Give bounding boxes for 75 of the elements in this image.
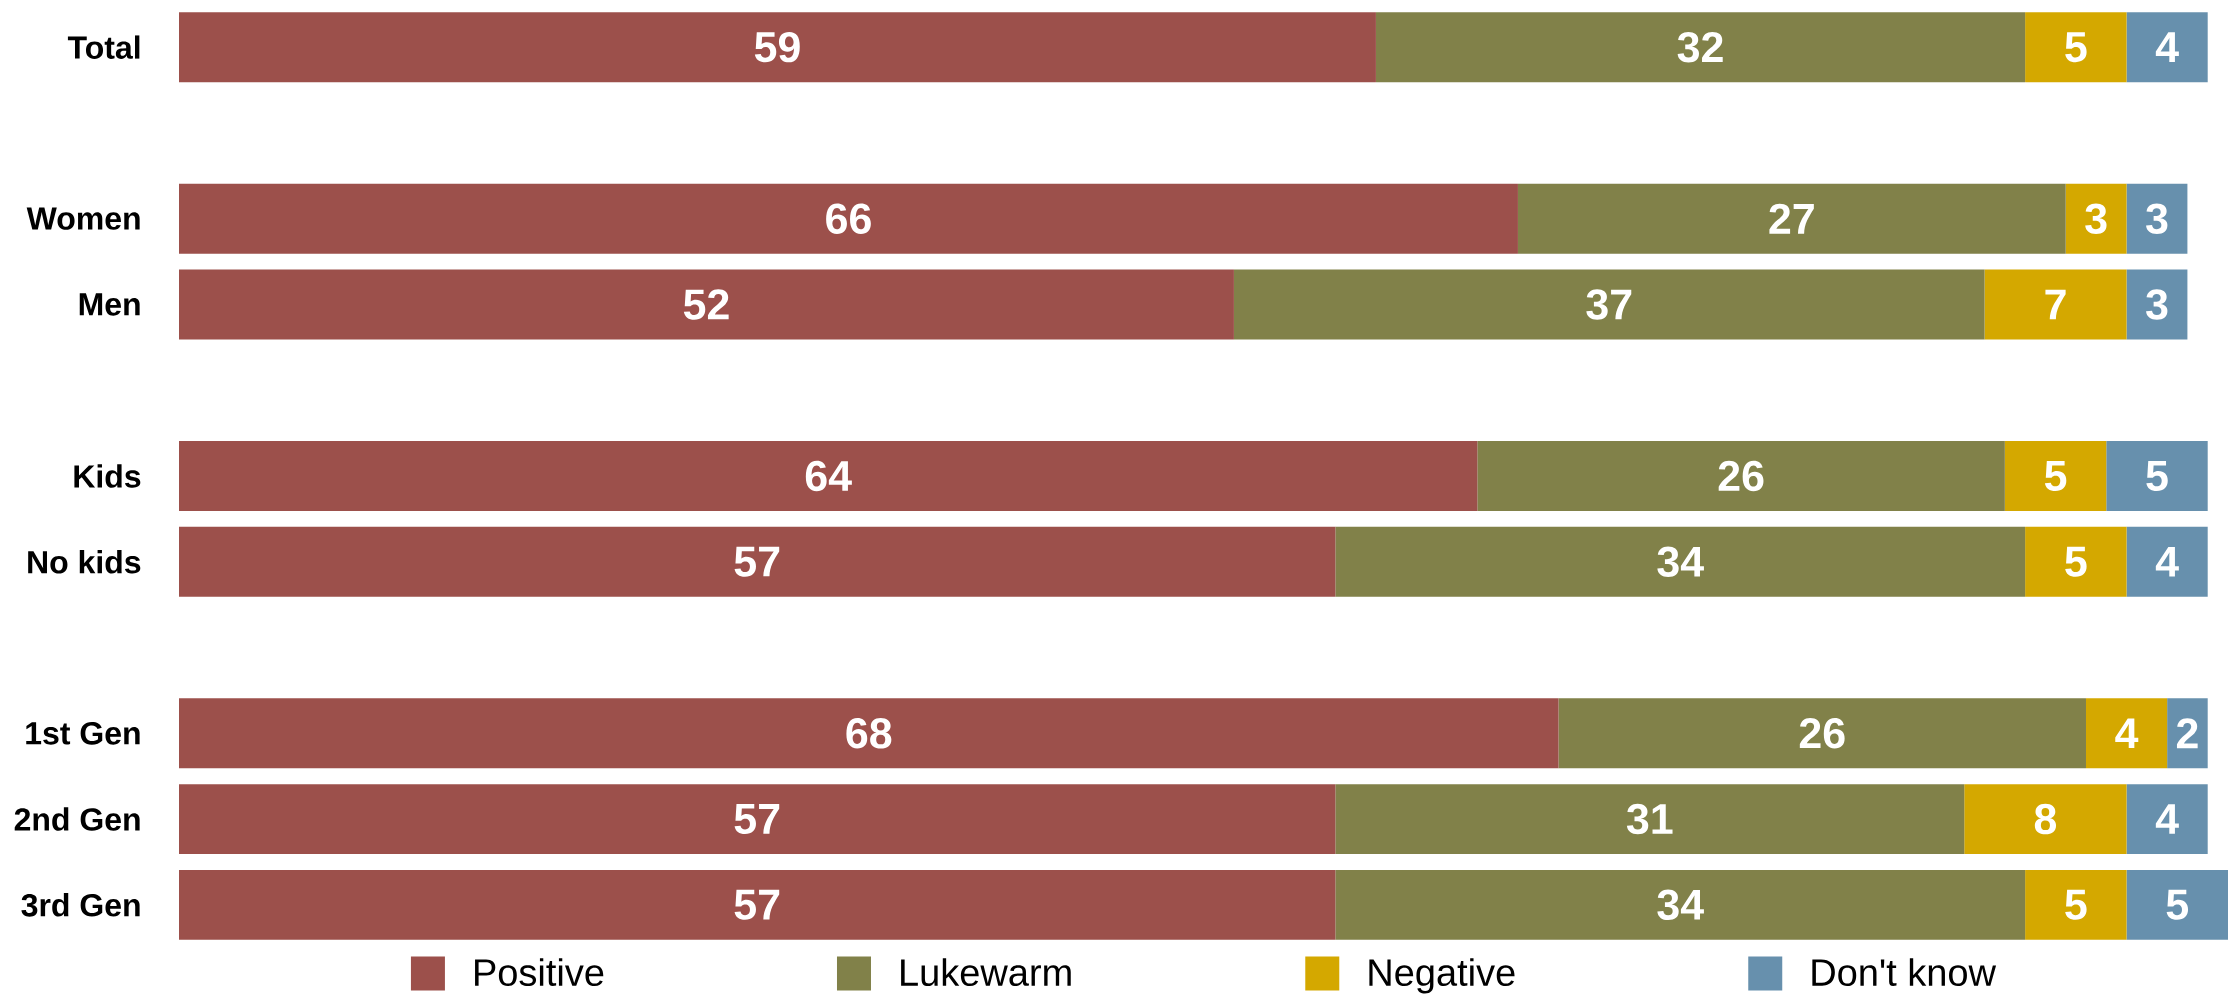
bar (2025, 526, 2127, 597)
bar (179, 269, 1234, 340)
bar (1335, 869, 2026, 940)
data-label: 3 (2146, 203, 2168, 234)
bar (2106, 441, 2208, 511)
bar (179, 526, 1336, 597)
bar (2065, 183, 2127, 254)
legend-label: Don't know (1812, 958, 1997, 987)
bar (2126, 269, 2188, 340)
legend-label: Lukewarm (901, 958, 1071, 987)
y-tick-label: Men (79, 293, 140, 316)
data-label: 64 (805, 460, 852, 492)
data-label: 5 (2146, 460, 2168, 491)
data-label: 57 (734, 546, 780, 577)
data-label: 34 (1657, 546, 1704, 577)
bar (2126, 12, 2208, 83)
y-tick-label: 2nd Gen (14, 807, 140, 831)
bar (1477, 441, 2005, 511)
data-label: 57 (734, 889, 780, 920)
y-tick-label: No kids (28, 550, 141, 574)
bar (179, 183, 1518, 254)
bar (2025, 12, 2127, 83)
bar (179, 698, 1559, 769)
data-label: 4 (2155, 804, 2179, 834)
data-label: 68 (846, 718, 892, 749)
data-label: 3 (2146, 289, 2168, 320)
data-label: 34 (1657, 889, 1704, 921)
bar (2126, 526, 2208, 597)
bar (2126, 183, 2188, 254)
data-label: 4 (2115, 718, 2139, 749)
bar (2025, 869, 2127, 940)
data-label: 32 (1677, 31, 1723, 63)
data-label: 7 (2045, 289, 2066, 320)
data-label: 52 (683, 289, 729, 320)
data-label: 27 (1769, 203, 1814, 234)
bar (2126, 869, 2228, 940)
bar (1335, 526, 2026, 597)
legend-label: Negative (1369, 958, 1515, 994)
legend-label: Positive (475, 958, 604, 987)
data-label: 26 (1718, 460, 1764, 492)
data-label: 37 (1586, 289, 1632, 320)
data-label: 4 (2155, 32, 2179, 62)
y-tick-label: 1st Gen (26, 721, 140, 745)
data-label: 5 (2065, 546, 2087, 577)
bar (1335, 784, 1965, 855)
data-label: 5 (2044, 460, 2067, 491)
data-label: 57 (734, 804, 780, 835)
data-label: 66 (826, 203, 871, 234)
data-label: 2 (2176, 718, 2198, 749)
y-tick-label: 3rd Gen (21, 893, 140, 917)
data-label: 26 (1799, 718, 1845, 749)
data-label: 4 (2155, 546, 2179, 577)
bar (1517, 183, 2066, 254)
bar (2085, 698, 2168, 769)
bar (179, 12, 1376, 83)
bar (179, 869, 1336, 940)
bar (2004, 441, 2107, 511)
data-label: 59 (754, 31, 800, 63)
bar (179, 784, 1336, 855)
bar (1558, 698, 2086, 769)
data-label: 5 (2166, 889, 2189, 920)
bar (1984, 269, 2127, 340)
data-label: 8 (2034, 803, 2057, 835)
data-label: 31 (1626, 803, 1673, 835)
data-label: 5 (2065, 889, 2087, 920)
data-label: 5 (2065, 32, 2087, 63)
y-tick-label: Women (26, 207, 140, 230)
bar (1375, 12, 2026, 83)
bar (1233, 269, 1985, 340)
bar (179, 441, 1478, 511)
bar (2126, 784, 2208, 855)
y-tick-label: Kids (74, 464, 141, 488)
data-label: 3 (2085, 203, 2107, 234)
y-tick-label: Total (67, 35, 140, 59)
bar (1964, 784, 2127, 855)
